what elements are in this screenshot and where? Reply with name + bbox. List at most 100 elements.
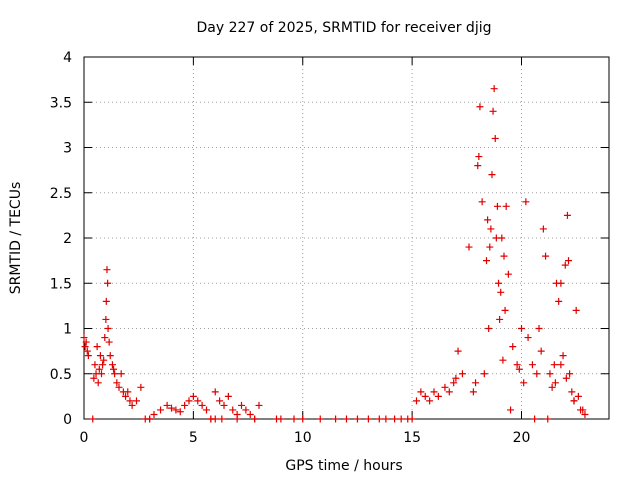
data-point: [465, 243, 473, 251]
data-point: [430, 388, 438, 396]
data-point: [332, 415, 340, 423]
data-point: [316, 415, 324, 423]
data-point: [472, 379, 480, 387]
data-point: [491, 134, 499, 142]
data-point: [353, 415, 361, 423]
data-point: [555, 297, 563, 305]
data-point: [101, 334, 109, 342]
data-point: [520, 379, 528, 387]
data-point: [475, 153, 483, 161]
data-point: [548, 383, 556, 391]
data-point: [84, 352, 92, 360]
data-point: [441, 383, 449, 391]
x-axis-label: GPS time / hours: [285, 458, 402, 474]
y-tick-label: 3.5: [50, 95, 72, 111]
data-point: [499, 356, 507, 364]
data-point: [484, 216, 492, 224]
y-axis: 0 0.5 1 1.5 2 2.5 3 3.5 4: [50, 50, 609, 428]
data-point: [562, 374, 570, 382]
data-point: [413, 397, 420, 405]
y-tick-label: 3: [63, 141, 72, 157]
data-point: [488, 171, 496, 179]
data-point: [117, 370, 125, 378]
data-point: [80, 334, 88, 342]
data-point: [490, 85, 498, 93]
data-point: [290, 415, 298, 423]
data-point: [445, 388, 453, 396]
data-point: [93, 343, 101, 351]
chart-title: Day 227 of 2025, SRMTID for receiver dji…: [197, 20, 492, 36]
data-point: [181, 401, 189, 409]
data-point: [224, 392, 232, 400]
data-point: [550, 361, 558, 369]
data-point: [229, 406, 237, 414]
data-point: [95, 365, 103, 373]
data-point: [572, 306, 580, 314]
data-point: [83, 347, 91, 355]
data-point: [238, 401, 245, 409]
data-point: [299, 415, 307, 423]
x-axis: 0 5 10 15 20: [80, 57, 530, 446]
data-point: [408, 415, 416, 423]
y-tick-label: 0.5: [50, 367, 72, 383]
data-point: [458, 370, 466, 378]
data-point: [421, 392, 429, 400]
data-point: [509, 343, 517, 351]
data-point: [126, 397, 134, 405]
data-point: [176, 408, 184, 416]
data-point: [82, 338, 90, 346]
x-tick-label: 0: [80, 430, 89, 446]
data-point: [108, 361, 116, 369]
y-tick-label: 1.5: [50, 276, 72, 292]
data-point: [375, 415, 383, 423]
data-point: [146, 415, 154, 423]
data-point: [417, 388, 425, 396]
data-point: [343, 415, 350, 423]
data-point: [557, 279, 565, 287]
data-point: [168, 404, 175, 412]
data-point: [391, 415, 399, 423]
data-point: [124, 388, 132, 396]
data-point: [211, 388, 219, 396]
data-point: [89, 415, 97, 423]
data-points: [80, 85, 589, 423]
data-point: [233, 415, 241, 423]
data-point: [557, 361, 565, 369]
y-axis-label: SRMTID / TECUs: [8, 182, 24, 295]
data-point: [133, 397, 140, 405]
data-point: [203, 406, 210, 414]
data-point: [502, 202, 510, 210]
data-point: [246, 410, 254, 418]
data-point: [211, 415, 219, 423]
data-point: [111, 370, 119, 378]
data-point: [497, 288, 505, 296]
data-point: [102, 297, 110, 305]
data-point: [546, 370, 554, 378]
data-point: [539, 225, 547, 233]
data-point: [544, 415, 552, 423]
data-point: [454, 347, 462, 355]
data-point: [450, 379, 458, 387]
data-point: [568, 388, 576, 396]
data-point: [495, 279, 503, 287]
data-point: [242, 406, 250, 414]
data-point: [198, 401, 206, 409]
data-point: [98, 370, 105, 378]
data-point: [501, 306, 509, 314]
data-point: [518, 325, 525, 332]
x-tick-label: 10: [294, 430, 312, 446]
data-point: [513, 361, 521, 369]
data-point: [524, 334, 532, 342]
data-point: [137, 383, 145, 391]
data-point: [563, 211, 571, 219]
data-point: [542, 252, 550, 260]
data-point: [91, 361, 99, 369]
data-point: [570, 397, 578, 405]
data-point: [128, 401, 136, 409]
data-point: [102, 315, 110, 323]
data-point: [535, 325, 543, 332]
data-point: [103, 266, 111, 274]
data-point: [485, 325, 493, 332]
data-point: [452, 374, 460, 382]
